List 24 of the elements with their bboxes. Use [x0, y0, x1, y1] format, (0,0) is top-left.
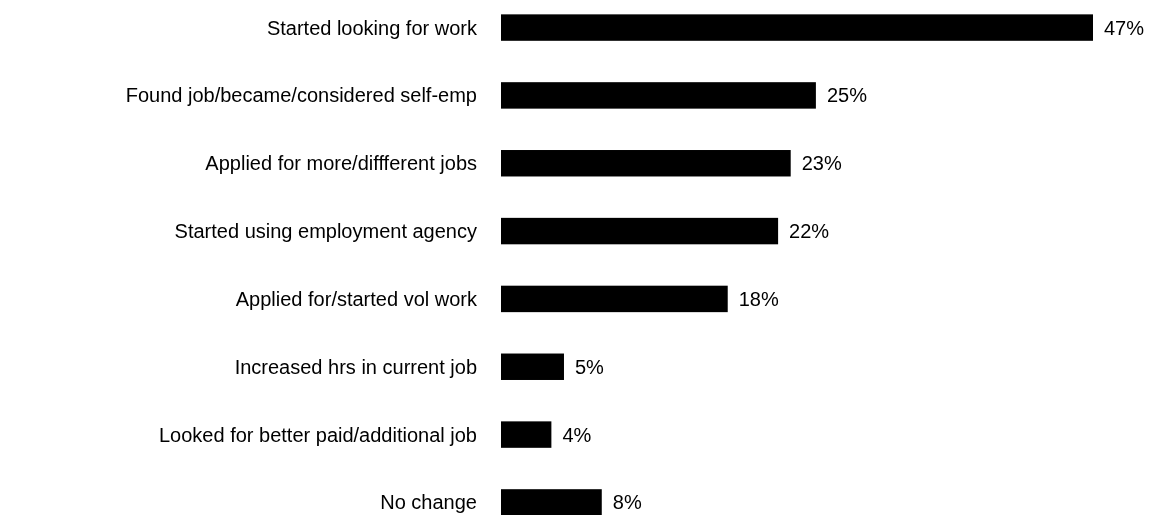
y-tick-label: No change [380, 491, 477, 514]
y-tick-label: Started using employment agency [174, 220, 477, 243]
data-label: 8% [612, 491, 642, 514]
bar [501, 421, 552, 448]
y-tick-label: Increased hrs in current job [234, 355, 477, 378]
data-label: 23% [801, 152, 842, 175]
data-label: 18% [738, 287, 779, 310]
data-label: 22% [789, 220, 830, 243]
data-label: 4% [562, 423, 592, 446]
bar [501, 353, 564, 380]
y-tick-label: Started looking for work [266, 16, 478, 39]
bar [501, 285, 728, 313]
data-label: 5% [574, 355, 605, 378]
y-tick-label: Applied for/started vol work [235, 287, 478, 310]
bar [501, 82, 816, 109]
y-tick-label: Looked for better paid/additional job [158, 423, 477, 446]
bar [501, 14, 1093, 41]
y-tick-label: Applied for more/diffferent jobs [205, 152, 477, 175]
data-label: 47% [1104, 16, 1145, 39]
bar [501, 150, 791, 177]
data-label: 25% [826, 84, 868, 107]
bar [501, 489, 602, 515]
bar [501, 217, 779, 245]
y-tick-label: Found job/became/considered self-emp [125, 84, 477, 107]
